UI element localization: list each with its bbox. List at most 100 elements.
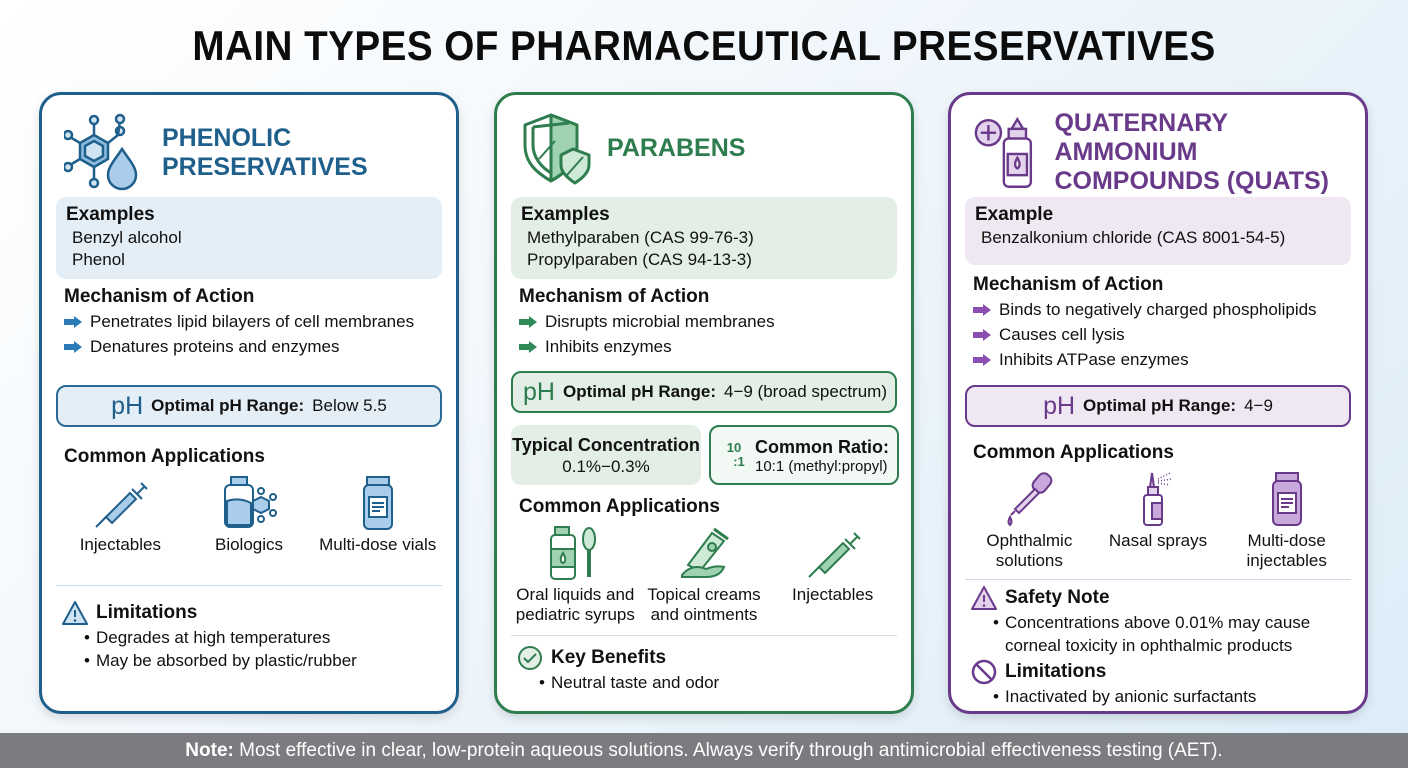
application-item: Multi-dose vials [313,475,442,555]
arrow-icon [973,328,991,341]
ph-range-box: pH Optimal pH Range: 4−9 (broad spectrum… [511,371,897,413]
nasal-spray-icon [1143,472,1173,526]
limitations-section: Limitations Degrades at high temperature… [62,600,442,672]
divider [965,579,1351,580]
mechanism-item: Inhibits ATPase enzymes [973,347,1351,372]
application-item: Multi-dose injectables [1222,471,1351,571]
mechanism-item: Binds to negatively charged phospholipid… [973,297,1351,322]
applications-list: Ophthalmic solutions Nasal sprays Multi-d… [965,471,1351,571]
mechanism-section: Mechanism of Action Penetrates lipid bil… [64,285,442,359]
arrow-icon [973,303,991,316]
application-item: Injectables [768,525,897,625]
mechanism-item: Penetrates lipid bilayers of cell membra… [64,309,442,334]
examples-heading: Example [975,204,1054,225]
application-item: Topical creams and ointments [640,525,769,625]
card-phenolic: PHENOLIC PRESERVATIVES Examples Benzyl a… [39,92,459,714]
card-title-line2: COMPOUNDS (QUATS) [1054,167,1329,195]
warning-icon [62,601,88,625]
warning-icon [971,586,997,610]
biologics-vial-icon [224,476,277,528]
applications-heading: Common Applications [519,496,720,517]
card-title: PARABENS [607,133,746,162]
cream-tube-icon [681,527,729,578]
ph-value: 4−9 [1244,396,1273,415]
card-quats: QUATERNARY AMMONIUM COMPOUNDS (QUATS) Ex… [948,92,1368,714]
example-item: Benzyl alcohol [72,228,182,247]
ph-label: Optimal pH Range: [1083,396,1237,415]
card-header: QUATERNARY AMMONIUM COMPOUNDS (QUATS) [973,109,1365,196]
example-item: Methylparaben (CAS 99-76-3) [527,228,754,247]
mechanism-section: Mechanism of Action Binds to negatively … [973,273,1351,372]
ratio-value: 10:1 (methyl:propyl) [755,457,888,475]
applications-heading: Common Applications [973,442,1174,463]
divider [56,585,442,586]
limitation-item: Degrades at high temperatures [62,626,442,649]
example-item: Phenol [72,250,125,269]
molecule-droplet-icon [64,113,138,191]
mechanism-item: Inhibits enzymes [519,334,897,359]
examples-heading: Examples [66,204,155,225]
examples-heading: Examples [521,204,610,225]
mechanism-heading: Mechanism of Action [64,286,255,307]
concentration-value: 0.1%−0.3% [562,457,650,476]
dropper-bottle-plus-icon [974,116,1033,188]
mechanism-item: Denatures proteins and enzymes [64,334,442,359]
mechanism-item: Causes cell lysis [973,322,1351,347]
ph-range-box: pH Optimal pH Range: Below 5.5 [56,385,442,427]
card-title-line2: PRESERVATIVES [162,153,368,181]
application-item: Biologics [185,475,314,555]
multi-dose-vial-icon [1271,472,1302,526]
arrow-icon [973,353,991,366]
applications-list: Oral liquids and pediatric syrups Topical… [511,525,897,625]
ratio-heading: Common Ratio: [755,436,889,457]
application-item: Injectables [56,475,185,555]
example-item: Benzalkonium chloride (CAS 8001-54-5) [981,228,1286,247]
mechanism-section: Mechanism of Action Disrupts microbial m… [519,285,897,359]
card-title-line1: PHENOLIC [162,124,292,152]
syringe-icon [95,482,149,528]
limitations-heading: Limitations [1005,661,1107,682]
syringe-icon [807,532,861,578]
applications-heading: Common Applications [64,446,265,467]
examples-box: Examples Methylparaben (CAS 99-76-3) Pro… [511,197,897,279]
divider [511,635,897,636]
check-circle-icon [518,646,542,670]
safety-item: Concentrations above 0.01% may cause cor… [971,611,1351,657]
card-header: PHENOLIC PRESERVATIVES [64,113,368,193]
examples-box: Example Benzalkonium chloride (CAS 8001-… [965,197,1351,265]
ph-value: Below 5.5 [312,396,387,415]
application-item: Ophthalmic solutions [965,471,1094,571]
card-title-line1: QUATERNARY AMMONIUM [1054,109,1228,166]
safety-heading: Safety Note [1005,587,1110,608]
ph-value: 4−9 (broad spectrum) [723,382,887,401]
arrow-icon [519,340,537,353]
benefit-item: Neutral taste and odor [517,671,897,694]
limitation-item: Inactivated by anionic surfactants [971,685,1351,708]
footer-label: Note: [185,740,234,761]
ph-icon: pH [1043,391,1076,420]
mechanism-item: Disrupts microbial membranes [519,309,897,334]
ph-icon: pH [523,377,555,406]
arrow-icon [64,340,82,353]
examples-box: Examples Benzyl alcohol Phenol [56,197,442,279]
footer-text: Most effective in clear, low-protein aqu… [239,740,1223,761]
applications-list: Injectables Biologics Multi-dose vials [56,475,442,555]
shield-icon [523,113,591,185]
limitations-section: Limitations Inactivated by anionic surfa… [971,659,1351,708]
ph-icon: pH [111,391,144,420]
ph-label: Optimal pH Range: [151,396,305,415]
card-header: PARABENS [519,111,745,185]
prohibited-icon [971,659,997,685]
application-item: Oral liquids and pediatric syrups [511,525,640,625]
example-item: Propylparaben (CAS 94-13-3) [527,250,752,269]
application-item: Nasal sprays [1094,471,1223,571]
concentration-heading: Typical Concentration [512,435,700,455]
mechanism-heading: Mechanism of Action [519,286,710,307]
page-title: MAIN TYPES OF PHARMACEUTICAL PRESERVATIV… [192,22,1216,69]
arrow-icon [64,315,82,328]
card-parabens: PARABENS Examples Methylparaben (CAS 99-… [494,92,914,714]
benefits-heading: Key Benefits [551,647,667,668]
footer-note: Note: Most effective in clear, low-prote… [0,733,1408,768]
ph-label: Optimal pH Range: [562,382,716,401]
multi-dose-vial-icon [362,476,393,530]
